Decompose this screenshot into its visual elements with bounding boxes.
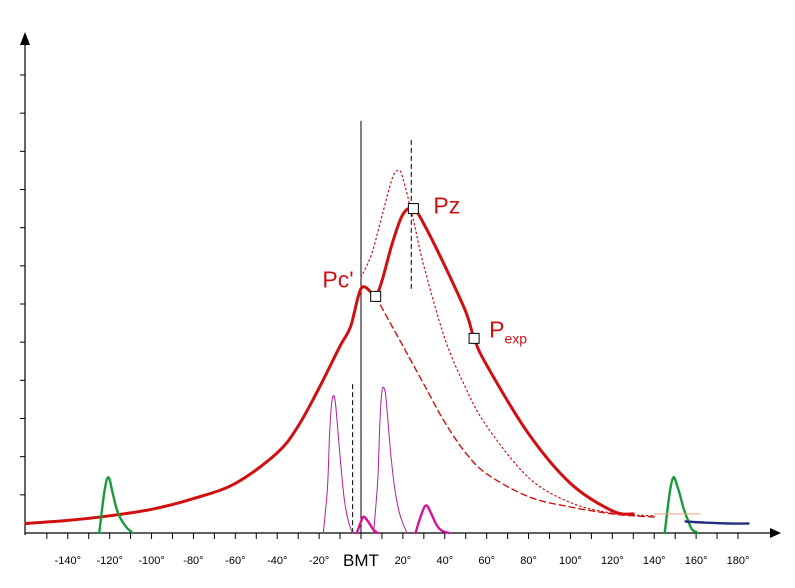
x-tick-label: 120° (601, 555, 624, 567)
series-line-motoring (375, 295, 655, 518)
series-line-small-pulse-2 (414, 504, 451, 535)
label-pexp: Pexp (489, 316, 527, 346)
x-tick-label: -60° (225, 555, 245, 567)
x-tick-label: -40° (267, 555, 287, 567)
label-pz-text: Pz (433, 193, 460, 219)
x-tick-label: 20° (395, 555, 412, 567)
series-line-injection-1 (322, 394, 354, 534)
x-tick-label: 80° (520, 555, 537, 567)
x-tick-label: 100° (559, 555, 582, 567)
axes (20, 32, 781, 538)
x-tick-label: -20° (309, 555, 329, 567)
series-line-valve-right (663, 475, 700, 535)
x-tick-label: -140° (55, 555, 81, 567)
label-pz: Pz (433, 193, 460, 219)
x-tick-label: -100° (138, 555, 164, 567)
series-layer (24, 169, 750, 535)
x-tick-label: 160° (685, 555, 708, 567)
series-line-small-pulse-1 (355, 515, 379, 535)
bmt-label: BMT (343, 551, 379, 570)
label-pc: Pc' (322, 266, 353, 292)
reference-lines (352, 120, 412, 533)
axis-ticks: -140° -120° -100° -80° -60° -40° -20° 20° 40° 60°… (20, 74, 750, 570)
x-tick-label: -120° (96, 555, 122, 567)
series-line-pressure (24, 206, 635, 525)
y-axis-arrow (20, 32, 30, 45)
series-line-no-injection (360, 169, 655, 517)
label-pc-text: Pc' (322, 266, 353, 292)
marker-pz (407, 203, 419, 215)
label-pexp-subscript: exp (504, 330, 527, 346)
x-tick-label: 60° (478, 555, 495, 567)
x-tick-label: 180° (727, 555, 750, 567)
x-tick-label: 140° (643, 555, 666, 567)
series-line-valve-left (98, 476, 134, 535)
marker-pexp (468, 332, 480, 344)
series-line-exhaust-tail (684, 520, 750, 525)
marker-pc (370, 290, 382, 302)
x-axis-arrow (770, 528, 781, 538)
series-line-injection-2 (373, 386, 408, 534)
x-tick-label: 40° (436, 555, 453, 567)
annotation-layer: Pc' Pz Pexp (322, 193, 527, 347)
label-pexp-text: P (489, 316, 504, 342)
x-tick-label: -80° (183, 555, 203, 567)
